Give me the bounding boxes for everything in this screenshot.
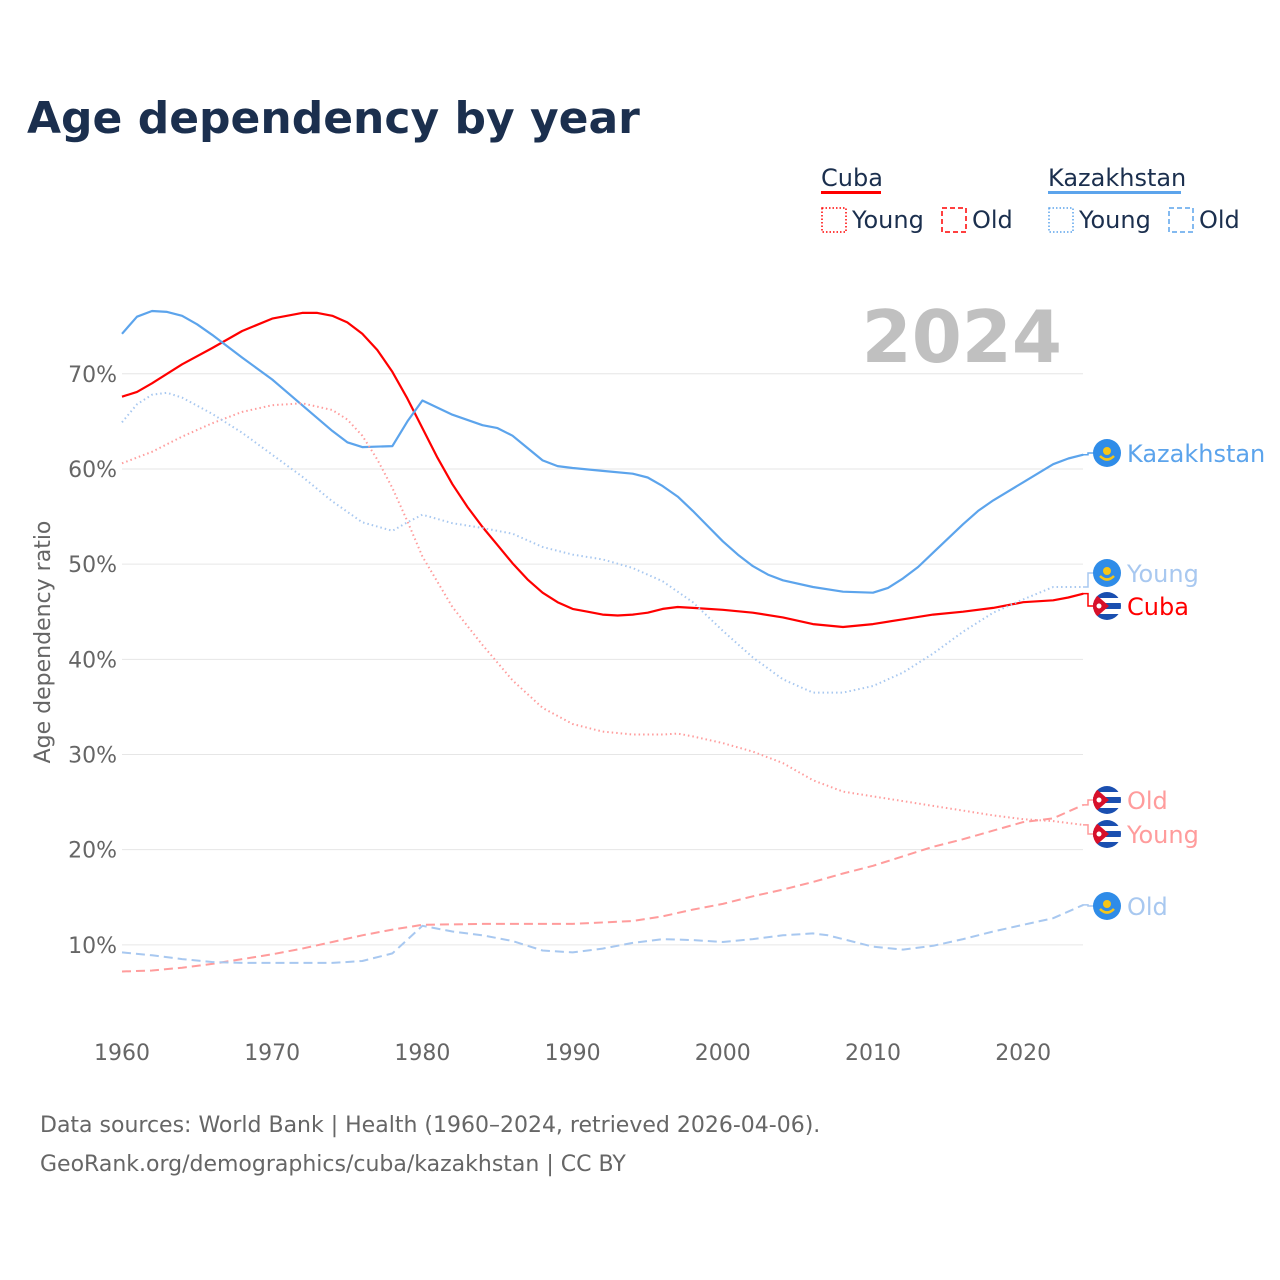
legend-kaz-young: Young <box>1078 206 1151 234</box>
y-tick-label: 40% <box>68 648 117 673</box>
kazakhstan-flag-icon <box>1093 439 1121 467</box>
legend-cuba-young: Young <box>851 206 924 234</box>
x-tick-label: 2000 <box>695 1041 751 1066</box>
end-label-cuba-young: Young <box>1126 821 1199 849</box>
y-tick-label: 30% <box>68 743 117 768</box>
label-connector <box>1083 904 1094 907</box>
x-tick-label: 1970 <box>244 1041 300 1066</box>
series-line-cuba-young <box>121 402 1084 826</box>
label-connector <box>1083 824 1094 835</box>
legend-kaz-young-swatch <box>1048 207 1074 233</box>
kazakhstan-flag-icon <box>1093 559 1121 587</box>
y-tick-label: 10% <box>68 934 117 959</box>
end-label-cuba-old: Old <box>1127 787 1168 815</box>
x-tick-label: 1990 <box>545 1041 601 1066</box>
year-watermark: 2024 <box>862 295 1062 379</box>
series-line-cuba-old <box>121 803 1084 973</box>
label-connector <box>1083 572 1094 588</box>
x-tick-label: 1960 <box>94 1041 150 1066</box>
end-label-cuba-total: Cuba <box>1127 593 1189 621</box>
series-line-kazakhstan-young <box>121 391 1084 694</box>
cuba-flag-icon <box>1093 592 1121 620</box>
legend-kazakhstan: Kazakhstan <box>1048 164 1186 192</box>
source-line-2[interactable]: GeoRank.org/demographics/cuba/kazakhstan… <box>40 1152 626 1177</box>
legend-cuba-young-swatch <box>821 207 847 233</box>
y-tick-label: 20% <box>68 839 117 864</box>
label-connector <box>1083 592 1094 607</box>
end-label-kaz-old: Old <box>1127 893 1168 921</box>
y-axis-label: Age dependency ratio <box>31 521 56 764</box>
end-label-kaz-young: Young <box>1126 560 1199 588</box>
cuba-flag-icon <box>1093 786 1121 814</box>
source-line-1: Data sources: World Bank | Health (1960–… <box>40 1113 820 1138</box>
legend-cuba-line <box>821 191 881 194</box>
end-label-kaz-total: Kazakhstan <box>1127 440 1265 468</box>
legend-kazakhstan-line <box>1048 191 1181 194</box>
y-tick-label: 60% <box>68 458 117 483</box>
x-tick-label: 1980 <box>394 1041 450 1066</box>
label-connector <box>1083 799 1094 806</box>
label-connector <box>1083 452 1094 456</box>
series-line-cuba <box>121 311 1084 629</box>
y-tick-label: 70% <box>68 363 117 388</box>
legend-kaz-old: Old <box>1199 206 1240 234</box>
x-tick-label: 2020 <box>995 1041 1051 1066</box>
y-tick-label: 50% <box>68 553 117 578</box>
legend: Cuba Young Old Kazakhstan Young Old <box>821 164 1240 234</box>
legend-cuba-old: Old <box>972 206 1013 234</box>
x-tick-label: 2010 <box>845 1041 901 1066</box>
legend-cuba: Cuba <box>821 164 883 192</box>
cuba-flag-icon <box>1093 820 1121 848</box>
chart-title: Age dependency by year <box>27 93 640 144</box>
kazakhstan-flag-icon <box>1093 892 1121 920</box>
legend-kaz-old-swatch <box>1168 207 1194 233</box>
series-line-kazakhstan <box>121 309 1084 594</box>
series-line-kazakhstan-old <box>121 903 1084 964</box>
legend-cuba-old-swatch <box>941 207 967 233</box>
